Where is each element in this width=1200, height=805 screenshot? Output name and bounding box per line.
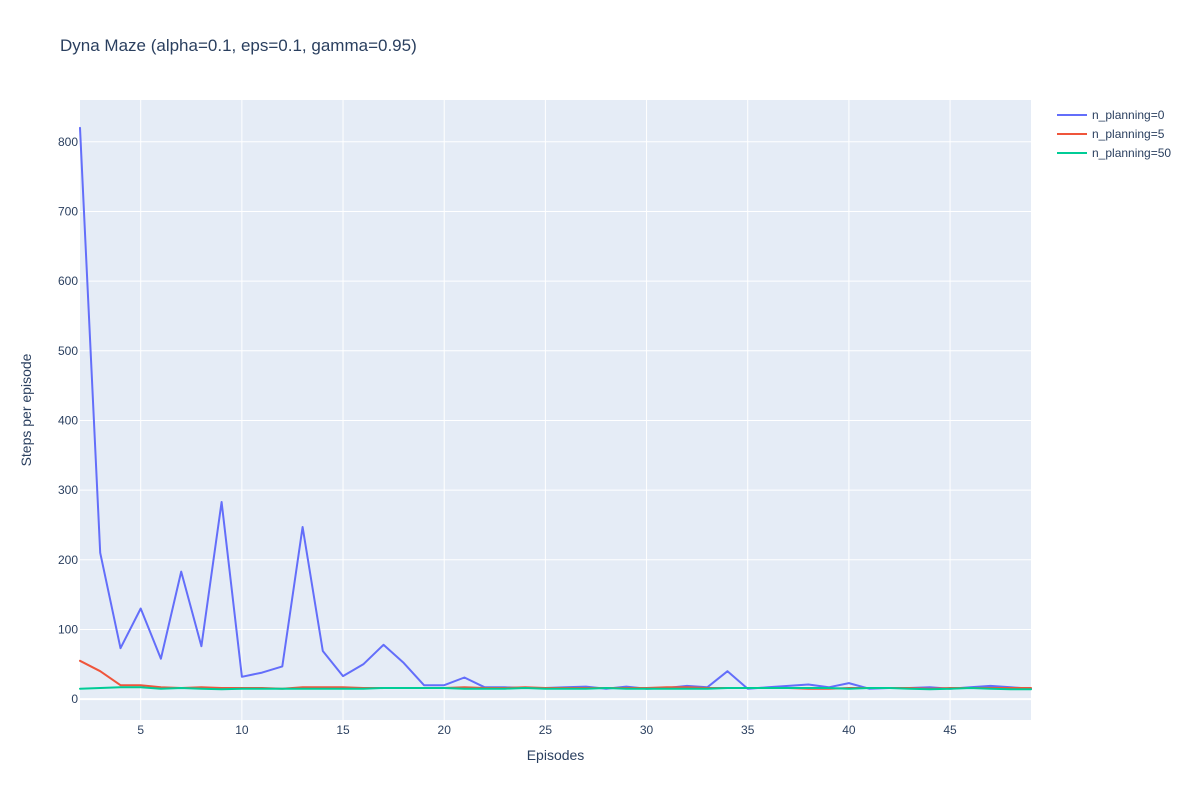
- legend: n_planning=0 n_planning=5 n_planning=50: [1057, 108, 1171, 160]
- x-tick-labels: 5 10 15 20 25 30 35 40 45: [137, 723, 957, 737]
- y-tick-label: 400: [58, 413, 78, 427]
- y-axis-label: Steps per episode: [18, 353, 34, 466]
- series-line-2: [79, 686, 1032, 691]
- y-tick-label: 800: [58, 135, 78, 149]
- legend-label: n_planning=0: [1092, 108, 1165, 122]
- x-tick-label: 30: [640, 723, 654, 737]
- x-tick-label: 25: [539, 723, 553, 737]
- y-tick-labels: 0 100 200 300 400 500 600 700 800: [58, 135, 78, 706]
- x-tick-label: 15: [336, 723, 350, 737]
- y-tick-label: 300: [58, 483, 78, 497]
- y-tick-label: 700: [58, 204, 78, 218]
- x-tick-label: 20: [438, 723, 452, 737]
- y-tick-label: 600: [58, 274, 78, 288]
- x-axis-label: Episodes: [527, 747, 585, 763]
- legend-item[interactable]: n_planning=50: [1057, 146, 1171, 160]
- y-tick-label: 200: [58, 553, 78, 567]
- legend-item[interactable]: n_planning=0: [1057, 108, 1165, 122]
- gridlines: [80, 100, 1031, 720]
- legend-item[interactable]: n_planning=5: [1057, 127, 1165, 141]
- series-lines: [79, 126, 1032, 691]
- x-tick-label: 40: [842, 723, 856, 737]
- x-tick-label: 35: [741, 723, 755, 737]
- legend-label: n_planning=50: [1092, 146, 1171, 160]
- y-tick-label: 0: [71, 692, 78, 706]
- chart-title: Dyna Maze (alpha=0.1, eps=0.1, gamma=0.9…: [60, 36, 417, 55]
- y-tick-label: 100: [58, 622, 78, 636]
- legend-label: n_planning=5: [1092, 127, 1165, 141]
- x-tick-label: 45: [943, 723, 957, 737]
- plot-area: [80, 100, 1031, 720]
- x-tick-label: 5: [137, 723, 144, 737]
- y-tick-label: 500: [58, 344, 78, 358]
- x-tick-label: 10: [235, 723, 249, 737]
